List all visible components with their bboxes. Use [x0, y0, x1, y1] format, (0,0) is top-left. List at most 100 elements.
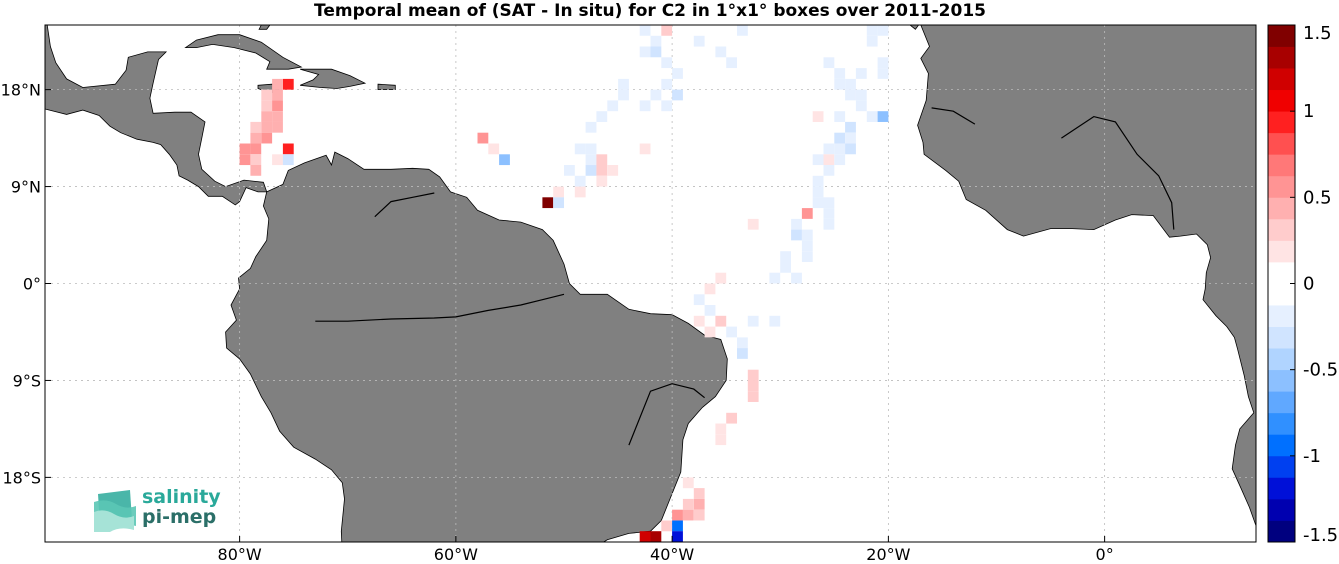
colorbar-segment — [1268, 391, 1295, 414]
anomaly-cell — [834, 143, 846, 155]
anomaly-cell — [693, 488, 705, 499]
land-layer — [45, 25, 1256, 542]
anomaly-cell — [618, 78, 629, 90]
x-tick-label: 40°W — [650, 545, 694, 564]
anomaly-cell — [812, 154, 824, 166]
anomaly-cell — [585, 121, 597, 133]
anomaly-cell — [607, 100, 619, 112]
colorbar-segment — [1268, 218, 1295, 241]
anomaly-cell — [866, 35, 878, 47]
colorbar-segment — [1268, 154, 1295, 177]
anomaly-cell — [747, 391, 759, 402]
anomaly-cell — [812, 111, 824, 122]
anomaly-cell — [747, 380, 759, 392]
hispaniola-land — [300, 68, 367, 89]
colorbar-segment — [1268, 455, 1295, 478]
senegal-river — [931, 107, 976, 125]
anomaly-cell — [877, 68, 889, 79]
anomaly-cell — [855, 100, 867, 112]
anomaly-cell — [855, 68, 867, 79]
colorbar-tick-label: -1.5 — [1303, 525, 1338, 546]
anomaly-cell — [715, 423, 727, 435]
anomaly-cell — [639, 531, 651, 542]
anomaly-cell — [877, 25, 889, 36]
colorbar-tick-label: 0.5 — [1303, 187, 1332, 208]
y-tick-label: 18°N — [1, 81, 41, 100]
anomaly-cell — [261, 121, 273, 133]
anomaly-cell — [693, 35, 705, 47]
colorbar-segment — [1268, 434, 1295, 457]
anomaly-cell — [651, 14, 662, 25]
anomaly-cell — [791, 218, 802, 230]
canary-land — [909, 25, 920, 30]
anomaly-cell — [272, 100, 283, 112]
colorbar-segment — [1268, 175, 1295, 198]
anomaly-cell — [801, 251, 813, 262]
anomaly-cell — [823, 218, 835, 230]
anomaly-cell — [866, 25, 878, 36]
anomaly-cell — [682, 498, 694, 510]
logo-text-salinity: salinity — [142, 486, 221, 508]
anomaly-cell — [574, 175, 586, 187]
anomaly-cell — [877, 111, 889, 122]
colorbar-tick-label: 0 — [1303, 274, 1314, 295]
colorbar-segment — [1268, 369, 1295, 392]
anomaly-cell — [877, 57, 889, 69]
colorbar-segment — [1268, 240, 1295, 263]
anomaly-cell — [747, 315, 759, 327]
colorbar-segment — [1268, 283, 1295, 306]
anomaly-cell — [272, 89, 283, 101]
anomaly-cell — [693, 315, 705, 327]
anomaly-cell — [801, 229, 813, 241]
anomaly-cell — [845, 89, 856, 101]
anomaly-cell — [596, 154, 608, 166]
anomaly-cell — [272, 154, 283, 166]
anomaly-cell — [834, 78, 846, 90]
anomaly-cell — [585, 154, 597, 166]
anomaly-cell — [737, 348, 748, 359]
colorbar-segment — [1268, 46, 1295, 69]
anomaly-cell — [693, 498, 705, 510]
anomaly-cell — [672, 520, 683, 532]
anomaly-cell — [704, 305, 716, 316]
anomaly-cell — [845, 132, 856, 144]
amazon-river — [315, 293, 565, 322]
anomaly-cell — [769, 272, 781, 284]
anomaly-cell — [834, 111, 846, 122]
anomaly-cell — [748, 14, 759, 25]
anomaly-cell — [585, 143, 597, 155]
anomaly-cell — [672, 14, 683, 25]
anomaly-cell — [726, 412, 738, 424]
anomaly-cell — [747, 369, 759, 381]
anomaly-cell — [672, 509, 683, 521]
anomaly-cell — [499, 154, 510, 166]
anomaly-cells — [239, 14, 889, 542]
colorbar-segment — [1268, 132, 1295, 155]
colorbar-segment — [1268, 477, 1295, 500]
colorbar-segment — [1268, 261, 1295, 284]
africa-land — [917, 25, 1256, 542]
anomaly-cell — [272, 121, 283, 133]
anomaly-cell — [715, 46, 727, 58]
anomaly-cell — [488, 143, 500, 155]
anomaly-cell — [823, 143, 835, 155]
anomaly-cell — [682, 477, 694, 489]
anomaly-cell — [845, 143, 856, 155]
anomaly-cell — [878, 14, 889, 25]
anomaly-cell — [282, 78, 294, 90]
colorbar-segment — [1268, 89, 1295, 112]
anomaly-cell — [801, 240, 813, 252]
anomaly-cell — [650, 46, 662, 58]
y-tick-label: 0° — [23, 275, 41, 294]
anomaly-cell — [672, 531, 683, 542]
logo-wave-icon — [94, 490, 136, 532]
anomaly-cell — [769, 315, 781, 327]
anomaly-cell — [780, 251, 792, 262]
anomaly-cell — [553, 197, 565, 209]
anomaly-cell — [250, 121, 262, 133]
anomaly-cell — [282, 143, 294, 155]
anomaly-cell — [650, 531, 662, 542]
anomaly-cell — [639, 25, 651, 36]
anomaly-cell — [812, 197, 824, 209]
